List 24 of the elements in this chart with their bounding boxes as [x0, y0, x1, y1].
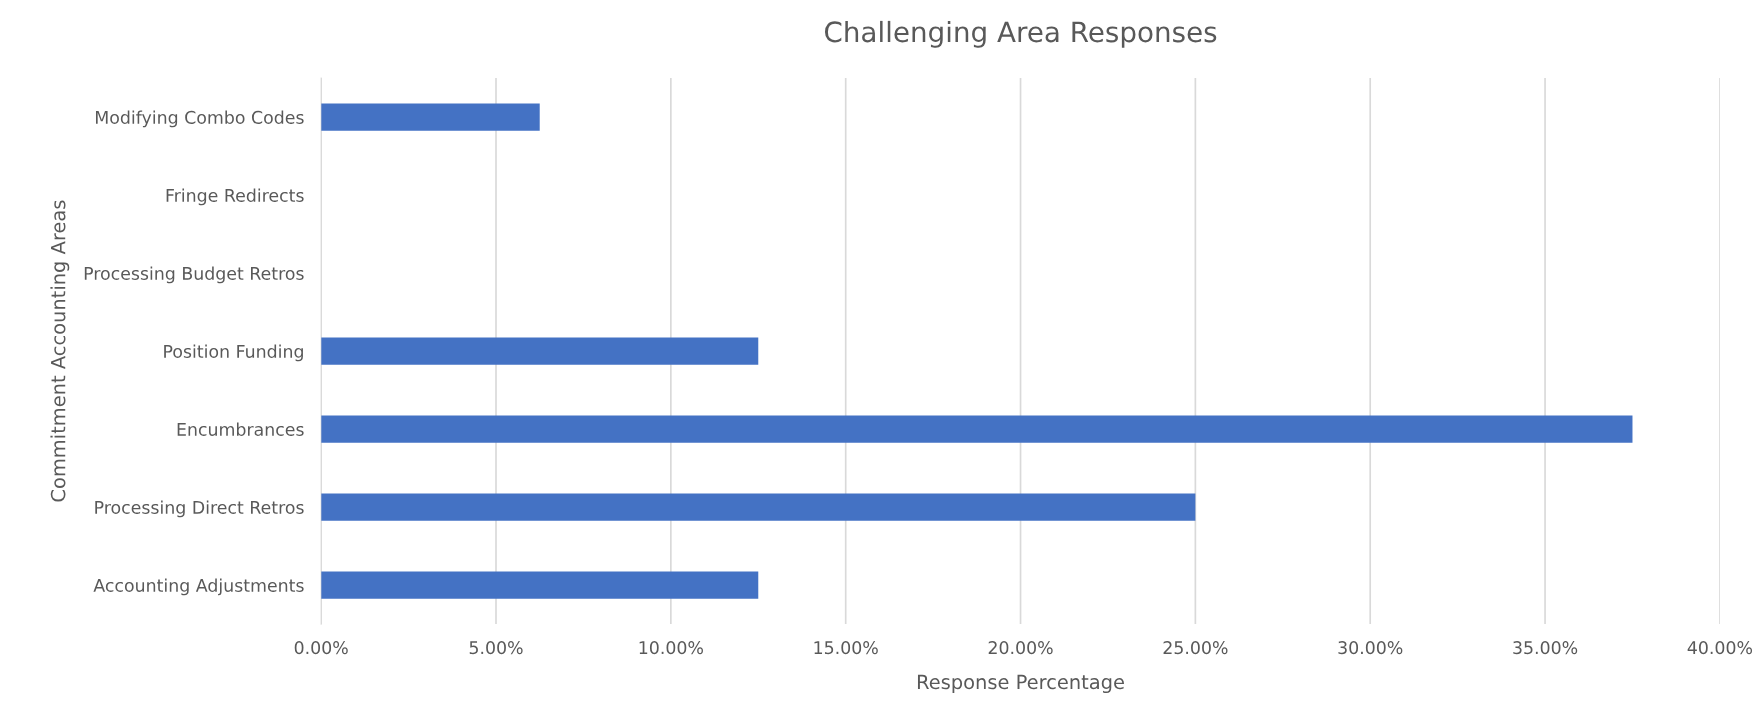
- x-tick-label: 10.00%: [639, 641, 703, 655]
- x-tick-label: 5.00%: [469, 641, 523, 655]
- y-tick-label: Modifying Combo Codes: [95, 110, 304, 128]
- x-tick-label: 40.00%: [1687, 641, 1753, 655]
- bar: [321, 415, 1633, 443]
- x-tick-label: 20.00%: [988, 641, 1053, 655]
- x-tick-label: 0.00%: [294, 641, 348, 655]
- chart-title: Challenging Area Responses: [824, 20, 1217, 48]
- x-tick-label: 25.00%: [1163, 641, 1228, 655]
- y-tick-label: Processing Direct Retros: [95, 500, 304, 518]
- y-tick-label: Fringe Redirects: [166, 188, 304, 206]
- x-tick-label: 35.00%: [1513, 641, 1578, 655]
- x-axis-title: Response Percentage: [917, 674, 1124, 694]
- bar: [321, 103, 540, 131]
- bar: [321, 493, 1196, 521]
- y-axis-title: Commitment Accounting Areas: [50, 200, 70, 502]
- x-tick-label: 30.00%: [1338, 641, 1403, 655]
- x-tick-label: 15.00%: [814, 641, 878, 655]
- y-tick-label: Encumbrances: [177, 422, 304, 436]
- y-tick-label: Accounting Adjustments: [93, 578, 304, 596]
- bar: [321, 337, 759, 365]
- y-tick-label: Position Funding: [164, 344, 303, 362]
- y-tick-label: Processing Budget Retros: [84, 266, 304, 284]
- bar: [321, 571, 759, 599]
